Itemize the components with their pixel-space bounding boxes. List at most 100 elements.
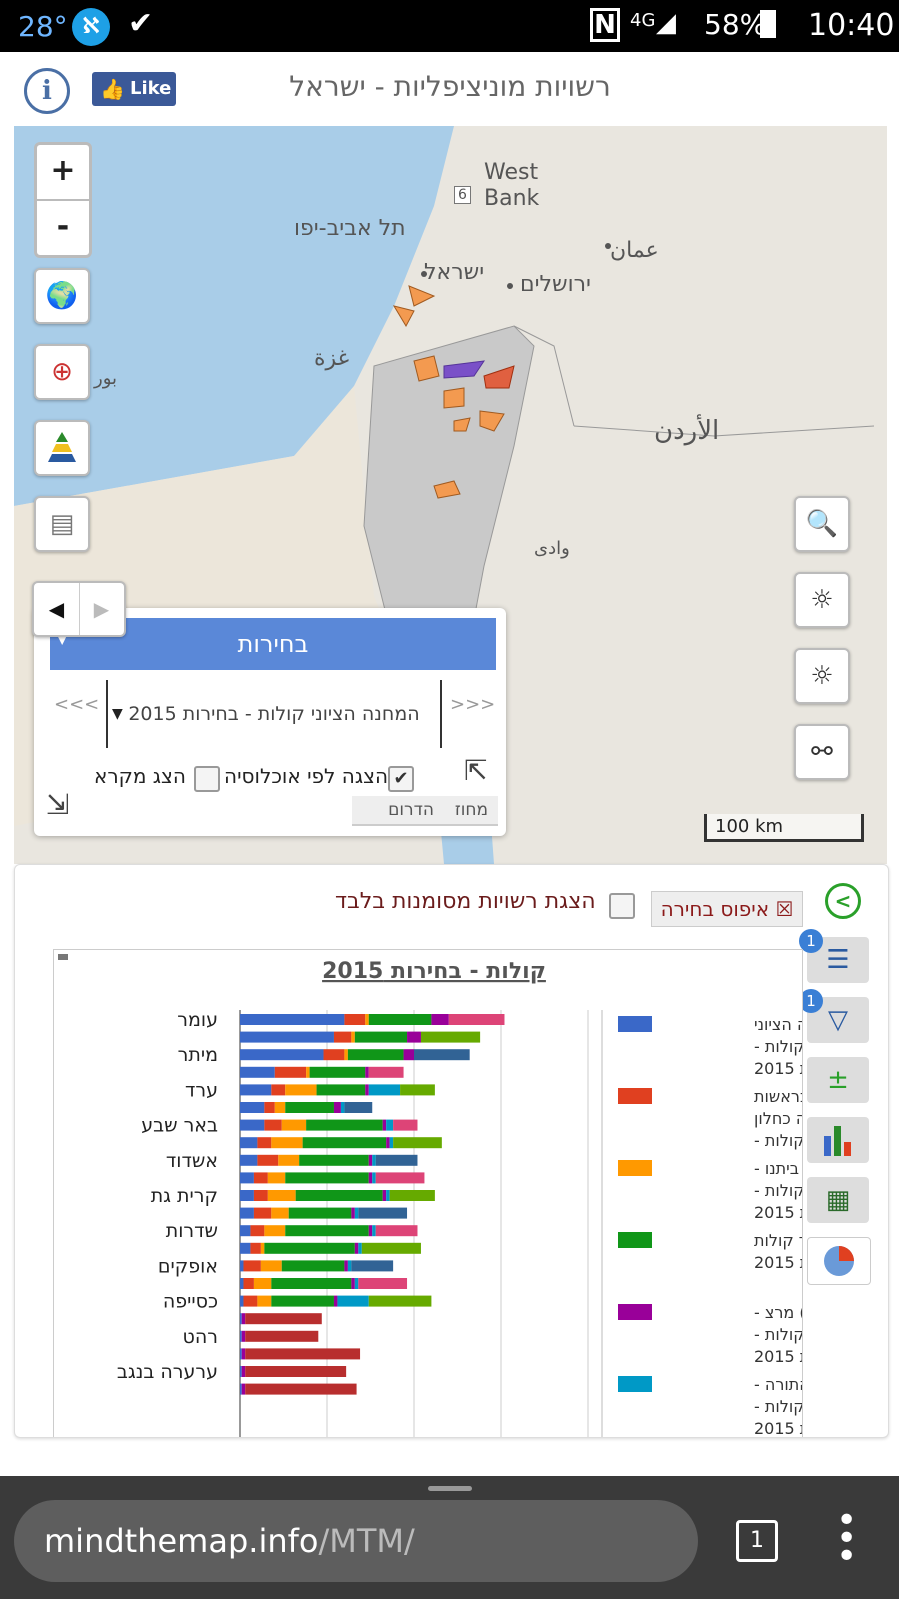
minimize-icon[interactable]: ⇲ [46, 788, 70, 821]
bar-segment[interactable] [285, 1084, 317, 1096]
legend-swatch[interactable] [618, 1376, 652, 1392]
bar-segment[interactable] [240, 1049, 324, 1061]
legend-label[interactable]: (מרץ) מרצ -קולות -בחירות 2015 [754, 1303, 847, 1366]
bar-segment[interactable] [240, 1313, 242, 1325]
bar-segment[interactable] [354, 1242, 359, 1254]
bar-segment[interactable] [333, 1102, 341, 1113]
bar-segment[interactable] [250, 1225, 265, 1237]
bar-segment[interactable] [281, 1119, 307, 1131]
bar-segment[interactable] [245, 1348, 361, 1360]
bar-segment[interactable] [241, 1348, 246, 1360]
legend-swatch[interactable] [618, 1016, 652, 1032]
bar-segment[interactable] [351, 1278, 355, 1289]
bar-segment[interactable] [253, 1190, 268, 1201]
chevron-left-icon[interactable]: < [825, 883, 861, 919]
bar-segment[interactable] [243, 1278, 254, 1289]
forward-arrow-icon[interactable]: ▶ [93, 597, 110, 621]
bar-segment[interactable] [271, 1207, 289, 1219]
bar-segment[interactable] [372, 1172, 376, 1184]
bar-segment[interactable] [240, 1260, 244, 1272]
bar-segment[interactable] [240, 1190, 254, 1201]
info-icon[interactable]: i [24, 68, 70, 114]
bar-segment[interactable] [245, 1383, 357, 1395]
bar-segment[interactable] [382, 1119, 387, 1131]
bar-segment[interactable] [302, 1137, 387, 1149]
bar-segment[interactable] [243, 1295, 258, 1307]
bar-segment[interactable] [257, 1154, 279, 1166]
bar-segment[interactable] [264, 1225, 286, 1237]
bar-segment[interactable] [403, 1049, 414, 1061]
bar-segment[interactable] [389, 1190, 435, 1201]
bar-segment[interactable] [245, 1313, 322, 1325]
bar-segment[interactable] [241, 1366, 246, 1377]
bar-segment[interactable] [407, 1031, 421, 1043]
filter-icon[interactable]: ▽ 1 [799, 989, 869, 1043]
legend-swatch[interactable] [618, 1232, 652, 1248]
bar-segment[interactable] [240, 1154, 258, 1166]
bar-segment[interactable] [240, 1014, 345, 1025]
bar-segment[interactable] [361, 1242, 421, 1254]
overflow-menu-icon[interactable]: • • • [836, 1500, 858, 1577]
facebook-like-button[interactable]: 👍 Like [92, 72, 176, 106]
next-layer-icon[interactable]: >>> [450, 694, 496, 715]
bar-segment[interactable] [274, 1066, 307, 1078]
bar-segment[interactable] [285, 1172, 369, 1184]
bar-segment[interactable] [382, 1190, 387, 1201]
tab-switcher-button[interactable]: 1 [736, 1520, 778, 1562]
bar-segment[interactable] [333, 1295, 338, 1307]
bar-segment[interactable] [393, 1137, 442, 1149]
bar-segment[interactable] [309, 1066, 366, 1078]
legend-checkbox[interactable] [194, 766, 220, 792]
bar-segment[interactable] [386, 1119, 394, 1131]
bar-segment[interactable] [344, 1102, 373, 1113]
bar-segment[interactable] [253, 1278, 272, 1289]
marked-only-checkbox[interactable] [609, 893, 635, 919]
bar-segment[interactable] [386, 1137, 390, 1149]
back-arrow-icon[interactable]: ◀ [34, 583, 80, 635]
bar-segment[interactable] [271, 1084, 286, 1096]
cursor-icon[interactable]: ⇱ [464, 754, 488, 787]
bar-segment[interactable] [368, 1172, 373, 1184]
bar-segment[interactable] [372, 1154, 376, 1166]
bar-segment[interactable] [354, 1031, 408, 1043]
bar-segment[interactable] [240, 1066, 275, 1078]
bar-segment[interactable] [240, 1225, 251, 1237]
locate-icon[interactable]: ⊕ [34, 344, 90, 400]
bar-segment[interactable] [240, 1330, 242, 1342]
bar-segment[interactable] [241, 1313, 246, 1325]
bar-segment[interactable] [240, 1348, 242, 1360]
bar-segment[interactable] [240, 1207, 254, 1219]
bar-segment[interactable] [431, 1014, 449, 1025]
bar-segment[interactable] [354, 1207, 359, 1219]
bar-segment[interactable] [264, 1119, 282, 1131]
bar-segment[interactable] [264, 1102, 275, 1113]
bar-segment[interactable] [241, 1383, 246, 1395]
bar-segment[interactable] [274, 1102, 286, 1113]
globe-icon[interactable]: 🌍 [34, 268, 90, 324]
bar-segment[interactable] [240, 1119, 265, 1131]
bar-segment[interactable] [240, 1366, 242, 1377]
bar-segment[interactable] [351, 1260, 394, 1272]
bar-segment[interactable] [358, 1242, 362, 1254]
bar-segment[interactable] [240, 1278, 244, 1289]
bar-segment[interactable] [344, 1014, 366, 1025]
link-icon[interactable]: ⚯ [794, 724, 850, 780]
region-filter-bar[interactable]: מחוז הדרום [352, 796, 498, 826]
population-checkbox[interactable]: ✔ [388, 766, 414, 792]
bar-segment[interactable] [240, 1102, 265, 1113]
bar-segment[interactable] [358, 1207, 408, 1219]
bar-segment[interactable] [351, 1031, 355, 1043]
bar-segment[interactable] [368, 1295, 432, 1307]
bar-segment[interactable] [368, 1225, 373, 1237]
bar-segment[interactable] [368, 1084, 401, 1096]
bar-segment[interactable] [333, 1031, 352, 1043]
bar-segment[interactable] [368, 1066, 404, 1078]
bar-segment[interactable] [347, 1049, 404, 1061]
bar-segment[interactable] [243, 1260, 261, 1272]
bar-segment[interactable] [414, 1049, 470, 1061]
reset-selection-button[interactable]: איפוס בחירה ☒ [651, 891, 803, 927]
legend-label[interactable]: ישראל ביתנו -קולות -בחירות 2015 [754, 1159, 848, 1222]
pie-chart-icon[interactable] [807, 1237, 871, 1285]
bar-segment[interactable] [400, 1084, 435, 1096]
bar-segment[interactable] [354, 1278, 359, 1289]
